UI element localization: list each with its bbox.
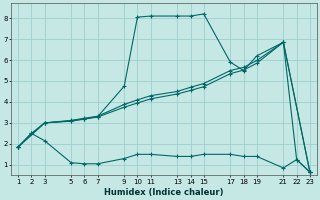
X-axis label: Humidex (Indice chaleur): Humidex (Indice chaleur) [104,188,224,197]
